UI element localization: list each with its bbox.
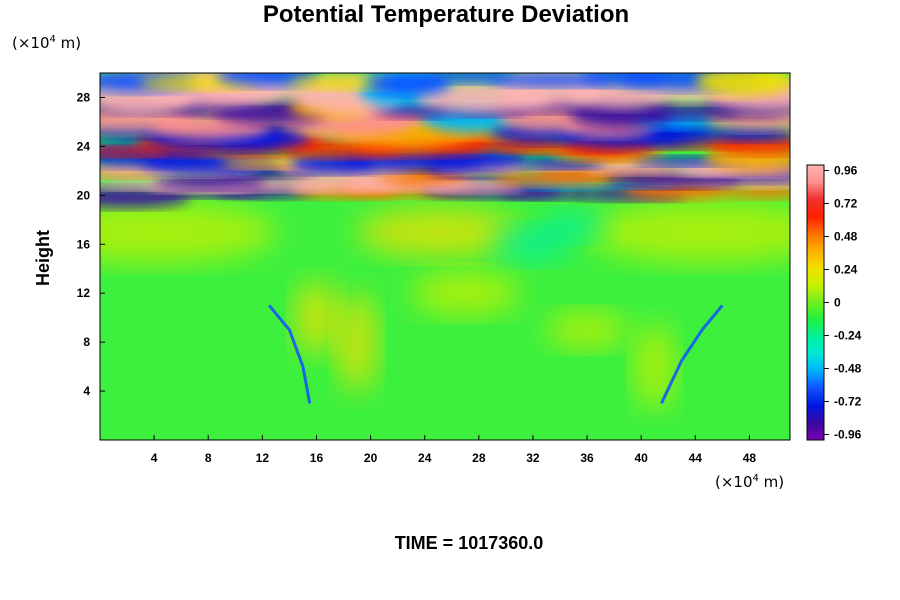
colorbar-tick-label: -0.96 — [834, 428, 862, 442]
y-ticks: 4 8 12 16 20 24 28 — [77, 90, 105, 398]
colorbar-ticks: 0.96 0.72 0.48 0.24 0 -0.24 -0.48 -0.72 -0.96 — [824, 164, 862, 442]
x-unit-label: (×104 m) — [715, 473, 784, 491]
plot-frame — [99, 72, 791, 441]
colorbar-tick-label: 0.48 — [834, 230, 858, 244]
y-unit-label: (×104 m) — [12, 34, 81, 52]
y-axis-label: Height — [33, 230, 53, 286]
colorbar-tick-label: 0.72 — [834, 197, 858, 211]
colorbar-tick-label: -0.72 — [834, 395, 862, 409]
field-feature — [634, 323, 675, 410]
x-tick-label: 32 — [526, 451, 540, 465]
y-tick-label: 20 — [77, 188, 91, 202]
field-feature — [546, 311, 628, 349]
colorbar-tick-label: 0.24 — [834, 263, 858, 277]
chart-title: Potential Temperature Deviation — [263, 1, 629, 28]
x-tick-label: 20 — [364, 451, 378, 465]
y-tick-label: 28 — [77, 90, 91, 104]
field-feature — [140, 151, 279, 174]
x-tick-label: 12 — [256, 451, 270, 465]
time-label: TIME = 1017360.0 — [395, 533, 544, 553]
colorbar-tick-label: 0.96 — [834, 164, 858, 178]
colorbar-tick-label: 0 — [834, 296, 841, 310]
field-feature — [695, 73, 790, 97]
colorbar-fill — [806, 164, 825, 441]
y-tick-label: 16 — [77, 237, 91, 251]
x-ticks: 4 8 12 16 20 24 28 32 36 40 44 48 — [151, 435, 757, 465]
field-feature — [539, 211, 608, 241]
field-feature — [100, 201, 276, 263]
field-feature — [587, 201, 790, 263]
plot-area — [100, 73, 790, 440]
colorbar-tick-label: -0.48 — [834, 362, 862, 376]
plume-arc — [660, 304, 724, 404]
field-feature — [220, 157, 303, 168]
field-feature — [357, 207, 520, 257]
y-tick-label: 24 — [77, 139, 91, 153]
x-tick-label: 48 — [743, 451, 757, 465]
x-tick-label: 36 — [580, 451, 594, 465]
x-tick-label: 8 — [205, 451, 212, 465]
plume-arc — [267, 304, 312, 404]
colorbar: 0.96 0.72 0.48 0.24 0 -0.24 -0.48 -0.72 -0.96 — [806, 164, 862, 442]
field-feature — [294, 280, 339, 355]
field-feature — [423, 179, 527, 193]
field-feature — [411, 271, 520, 316]
y-tick-label: 8 — [83, 335, 90, 349]
x-tick-label: 16 — [310, 451, 324, 465]
field-feature — [289, 76, 392, 90]
x-tick-label: 4 — [151, 451, 158, 465]
y-tick-label: 4 — [83, 384, 90, 398]
colorbar-tick-label: -0.24 — [834, 329, 862, 343]
x-tick-label: 44 — [689, 451, 703, 465]
field-feature — [500, 186, 588, 200]
x-tick-label: 24 — [418, 451, 432, 465]
x-tick-label: 28 — [472, 451, 486, 465]
field-feature — [726, 184, 790, 199]
field-feature — [336, 293, 378, 392]
field-features — [100, 73, 790, 410]
x-tick-label: 40 — [634, 451, 648, 465]
y-tick-label: 12 — [77, 286, 91, 300]
